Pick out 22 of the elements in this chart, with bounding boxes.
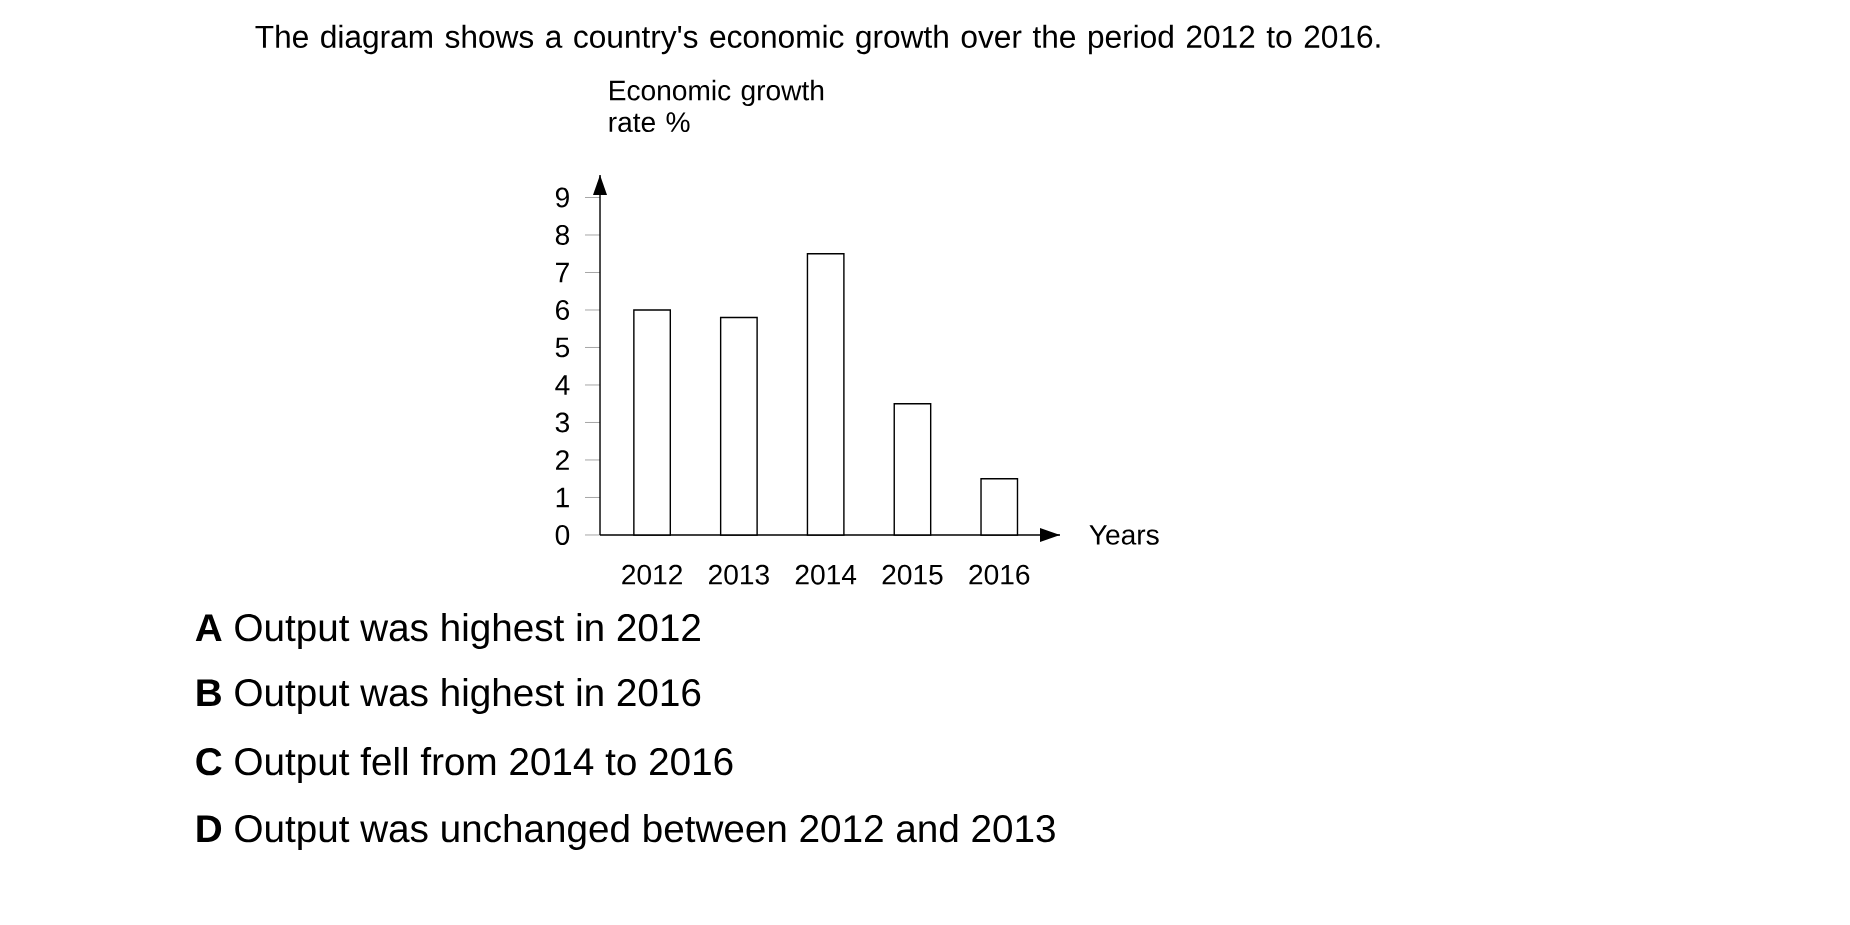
text: A Output was highest in 2012 — [195, 612, 700, 649]
x-tick-label: 2012 — [622, 564, 682, 585]
x-tick-label: 2014 — [795, 564, 857, 585]
text: D Output was unchanged between 2012 and 2013 — [197, 813, 1055, 850]
y-tick-label: 8 — [555, 225, 569, 245]
y-tick-label: 6 — [556, 300, 569, 320]
text: C Output fell from 2014 to 2016 — [196, 746, 733, 783]
text: B Output was highest in 2016 — [197, 677, 701, 714]
y-tick-label: 7 — [556, 262, 569, 283]
y-tick-label: 9 — [555, 187, 569, 208]
x-tick-label: 2013 — [709, 564, 769, 585]
x-tick-label: 2016 — [969, 564, 1030, 585]
y-tick-label: 5 — [555, 337, 570, 358]
y-tick-label: 1 — [556, 487, 569, 508]
x-axis-title: Years — [1089, 525, 1159, 545]
chart-title: The diagram shows a country's economic growth over the period 2012 to 2016. — [255, 24, 1380, 55]
y-axis-title: Economic growth rate % — [609, 79, 824, 133]
x-tick-label: 2015 — [882, 564, 943, 585]
y-tick-label: 4 — [555, 375, 570, 395]
y-tick-label: 2 — [556, 450, 569, 470]
y-tick-label: 0 — [555, 525, 570, 545]
y-tick-label: 3 — [555, 412, 569, 433]
